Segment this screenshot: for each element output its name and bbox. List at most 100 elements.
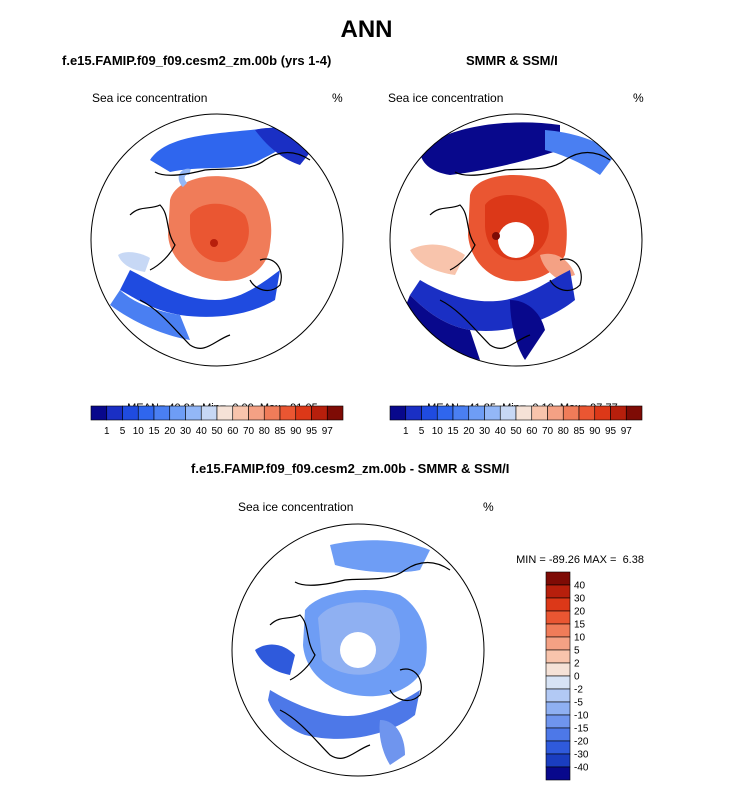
panel2-colorbar-swatch — [468, 405, 485, 421]
panel3-colorbar-swatch — [545, 727, 571, 742]
panel2-colorbar-swatch — [578, 405, 596, 421]
panel2-colorbar-swatch — [515, 405, 533, 421]
panel3-colorbar-swatch — [545, 571, 571, 586]
panel2-colorbar-swatch — [452, 405, 470, 421]
panel3-title: f.e15.FAMIP.f09_f09.cesm2_zm.00b - SMMR … — [191, 461, 510, 476]
panel2-colorbar-swatch — [405, 405, 422, 421]
panel3-max-label: MAX = — [583, 554, 617, 566]
panel3-colorbar-swatch — [545, 688, 571, 703]
panel1-colorbar-swatch — [311, 405, 328, 421]
panel2-colorbar-tick-label: 1 — [403, 426, 409, 437]
panel3-variable-label: Sea ice concentration — [238, 500, 354, 514]
panel2-colorbar-swatch — [562, 405, 580, 421]
panel2-colorbar-tick-label: 50 — [510, 426, 522, 437]
panel3-units-label: % — [483, 500, 494, 514]
panel2-units-label: % — [633, 91, 644, 105]
panel3-colorbar-swatch — [545, 597, 571, 612]
panel3-colorbar-tick-label: -20 — [574, 737, 589, 748]
panel1-colorbar-tick-label: 20 — [164, 426, 176, 437]
panel3-max-value: 6.38 — [622, 554, 644, 566]
panel3-colorbar-swatch — [545, 701, 571, 716]
panel2-colorbar-swatch — [531, 405, 548, 421]
panel1-colorbar-swatch — [279, 405, 297, 421]
panel1-colorbar-tick-label: 40 — [196, 426, 208, 437]
panel1-colorbar-swatch — [185, 405, 202, 421]
panel1-colorbar-tick-label: 50 — [211, 426, 223, 437]
panel2-colorbar-tick-label: 15 — [447, 426, 459, 437]
panel2-colorbar-swatch — [484, 405, 501, 421]
panel3-colorbar-swatch — [545, 649, 571, 664]
panel1-colorbar-swatch — [248, 405, 265, 421]
panel3-min-label: MIN = — [516, 554, 546, 566]
panel1-colorbar-tick-label: 10 — [133, 426, 145, 437]
panel2-colorbar-tick-label: 80 — [558, 426, 570, 437]
panel1-colorbar-tick-label: 90 — [290, 426, 302, 437]
panel1-colorbar-tick-label: 30 — [180, 426, 192, 437]
panel3-colorbar-tick-label: 15 — [574, 620, 586, 631]
panel2-variable-label: Sea ice concentration — [388, 91, 504, 105]
panel3-colorbar-tick-label: -30 — [574, 750, 589, 761]
panel1-colorbar-swatch — [200, 405, 218, 421]
panel2-colorbar-swatch — [547, 405, 564, 421]
panel1-colorbar-swatch — [90, 405, 108, 421]
panel1-colorbar-tick-label: 1 — [104, 426, 110, 437]
panel2-colorbar-swatch — [421, 405, 438, 421]
panel2-colorbar-tick-label: 20 — [463, 426, 475, 437]
panel3-colorbar-swatch — [545, 766, 571, 781]
panel2-colorbar-tick-label: 97 — [621, 426, 633, 437]
panel1-colorbar-swatch — [137, 405, 155, 421]
panel3-colorbar-tick-label: 30 — [574, 594, 586, 605]
panel3-colorbar-tick-label: 10 — [574, 633, 586, 644]
panel2-colorbar-swatch — [625, 405, 643, 421]
panel3-colorbar-swatch — [545, 623, 571, 638]
panel1-colorbar-tick-label: 97 — [322, 426, 334, 437]
page-title: ANN — [340, 16, 393, 43]
panel2-colorbar-swatch — [610, 405, 627, 421]
panel3-colorbar-tick-label: 40 — [574, 581, 586, 592]
panel1-colorbar-swatch — [106, 405, 123, 421]
panel3-colorbar-tick-label: -5 — [574, 698, 583, 709]
panel2-colorbar-tick-label: 40 — [495, 426, 507, 437]
panel2-colorbar-tick-label: 70 — [542, 426, 554, 437]
panel1-colorbar-swatch — [232, 405, 249, 421]
panel2-colorbar-swatch — [389, 405, 407, 421]
panel3-colorbar-tick-label: 20 — [574, 607, 586, 618]
panel3-colorbar-swatch — [545, 610, 571, 625]
panel1-colorbar: 1 5 10 15 20 30 40 50 60 70 80 85 90 95 97 — [90, 405, 344, 437]
panel3-colorbar-tick-label: 5 — [574, 646, 580, 657]
panel2-colorbar-swatch — [436, 405, 454, 421]
panel1-colorbar-swatch — [153, 405, 171, 421]
panel1-title: f.e15.FAMIP.f09_f09.cesm2_zm.00b (yrs 1-… — [62, 53, 332, 68]
panel3-colorbar-swatch — [545, 740, 571, 755]
panel3-colorbar-tick-label: 2 — [574, 659, 580, 670]
panel2-colorbar: 1 5 10 15 20 30 40 50 60 70 80 85 90 95 97 — [389, 405, 643, 437]
panel3-colorbar-swatch — [545, 662, 571, 677]
panel1-colorbar-swatch — [169, 405, 186, 421]
panel2-colorbar-tick-label: 5 — [419, 426, 425, 437]
panel3-colorbar-swatch — [545, 714, 571, 729]
panel1-colorbar-tick-label: 70 — [243, 426, 255, 437]
panel2-colorbar-tick-label: 10 — [432, 426, 444, 437]
panel1-colorbar-swatch — [216, 405, 234, 421]
panel2-colorbar-swatch — [594, 405, 611, 421]
panel3-colorbar-tick-label: -40 — [574, 763, 589, 774]
panel2-title: SMMR & SSM/I — [466, 53, 558, 68]
panel3-colorbar-swatch — [545, 753, 571, 768]
panel3-colorbar-swatch — [545, 584, 571, 599]
panel3-colorbar-swatch — [545, 675, 571, 690]
panel1-colorbar-tick-label: 95 — [306, 426, 318, 437]
panel3-colorbar-tick-label: 0 — [574, 672, 580, 683]
panel1-colorbar-swatch — [326, 405, 344, 421]
panel3-colorbar-tick-label: -2 — [574, 685, 583, 696]
panel1-colorbar-tick-label: 60 — [227, 426, 239, 437]
panel1-colorbar-tick-label: 15 — [148, 426, 160, 437]
panel3-colorbar-tick-label: -10 — [574, 711, 589, 722]
panel2-colorbar-tick-label: 85 — [573, 426, 585, 437]
panel1-units-label: % — [332, 91, 343, 105]
panel1-colorbar-swatch — [122, 405, 139, 421]
panel3-colorbar-tick-label: -15 — [574, 724, 589, 735]
